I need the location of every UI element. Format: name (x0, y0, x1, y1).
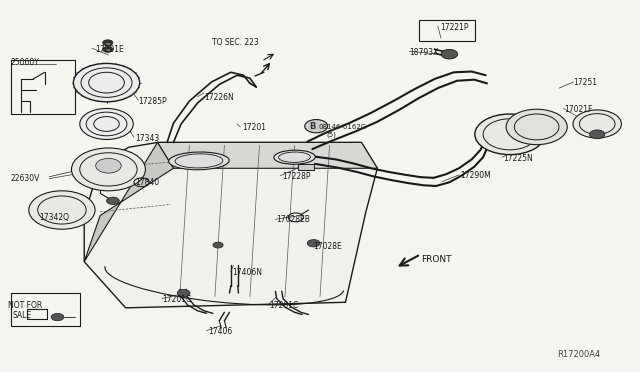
Text: 17201: 17201 (243, 123, 266, 132)
Circle shape (305, 119, 328, 133)
Text: 17290M: 17290M (460, 171, 491, 180)
Text: FRONT: FRONT (420, 254, 451, 264)
Circle shape (589, 130, 605, 139)
Circle shape (177, 289, 190, 297)
Text: 17406: 17406 (209, 327, 233, 336)
Ellipse shape (274, 150, 316, 164)
Circle shape (106, 197, 119, 205)
Text: 17201C: 17201C (162, 295, 191, 304)
Circle shape (72, 148, 145, 191)
Text: 17201E: 17201E (96, 45, 124, 54)
Text: R17200A4: R17200A4 (557, 350, 600, 359)
Bar (11, 61, 75, 114)
Circle shape (29, 191, 95, 229)
Text: 17021F: 17021F (564, 105, 593, 114)
Circle shape (102, 40, 113, 46)
Text: TO SEC. 223: TO SEC. 223 (212, 38, 259, 46)
Circle shape (102, 46, 113, 52)
Text: 17028EB: 17028EB (276, 215, 310, 224)
Text: 17251: 17251 (573, 78, 598, 87)
Text: 17221P: 17221P (440, 23, 468, 32)
Text: 17285P: 17285P (138, 97, 167, 106)
Circle shape (96, 158, 121, 173)
Circle shape (475, 114, 545, 155)
Text: 17840: 17840 (135, 178, 159, 187)
Text: 17342Q: 17342Q (40, 213, 70, 222)
Ellipse shape (169, 152, 229, 170)
Circle shape (441, 49, 458, 59)
Text: 17228P: 17228P (282, 172, 310, 181)
Circle shape (74, 63, 140, 102)
Text: 22630V: 22630V (11, 174, 40, 183)
Text: SALE: SALE (13, 311, 32, 320)
Text: 17028E: 17028E (314, 243, 342, 251)
Text: 17406N: 17406N (232, 268, 262, 277)
Text: 08146-6162G: 08146-6162G (319, 124, 367, 130)
Text: 18793X: 18793X (409, 48, 438, 57)
Circle shape (80, 109, 133, 140)
Bar (105, 42, 110, 45)
Circle shape (51, 313, 64, 321)
Text: (5): (5) (326, 132, 336, 138)
Text: 17225N: 17225N (504, 154, 533, 163)
Bar (298, 164, 314, 170)
Polygon shape (157, 142, 378, 168)
Polygon shape (84, 142, 378, 308)
Text: 17226N: 17226N (204, 93, 234, 102)
Text: 25060Y: 25060Y (11, 58, 40, 67)
Circle shape (506, 109, 567, 145)
Text: 17343: 17343 (135, 134, 159, 142)
Text: NOT FOR: NOT FOR (8, 301, 42, 311)
Bar (11, 293, 80, 326)
Text: 17201C: 17201C (269, 301, 298, 311)
Bar (419, 20, 475, 41)
Circle shape (573, 110, 621, 138)
Circle shape (307, 240, 320, 247)
Polygon shape (84, 142, 173, 262)
Circle shape (213, 242, 223, 248)
Bar (105, 48, 110, 51)
Text: B: B (309, 122, 316, 131)
